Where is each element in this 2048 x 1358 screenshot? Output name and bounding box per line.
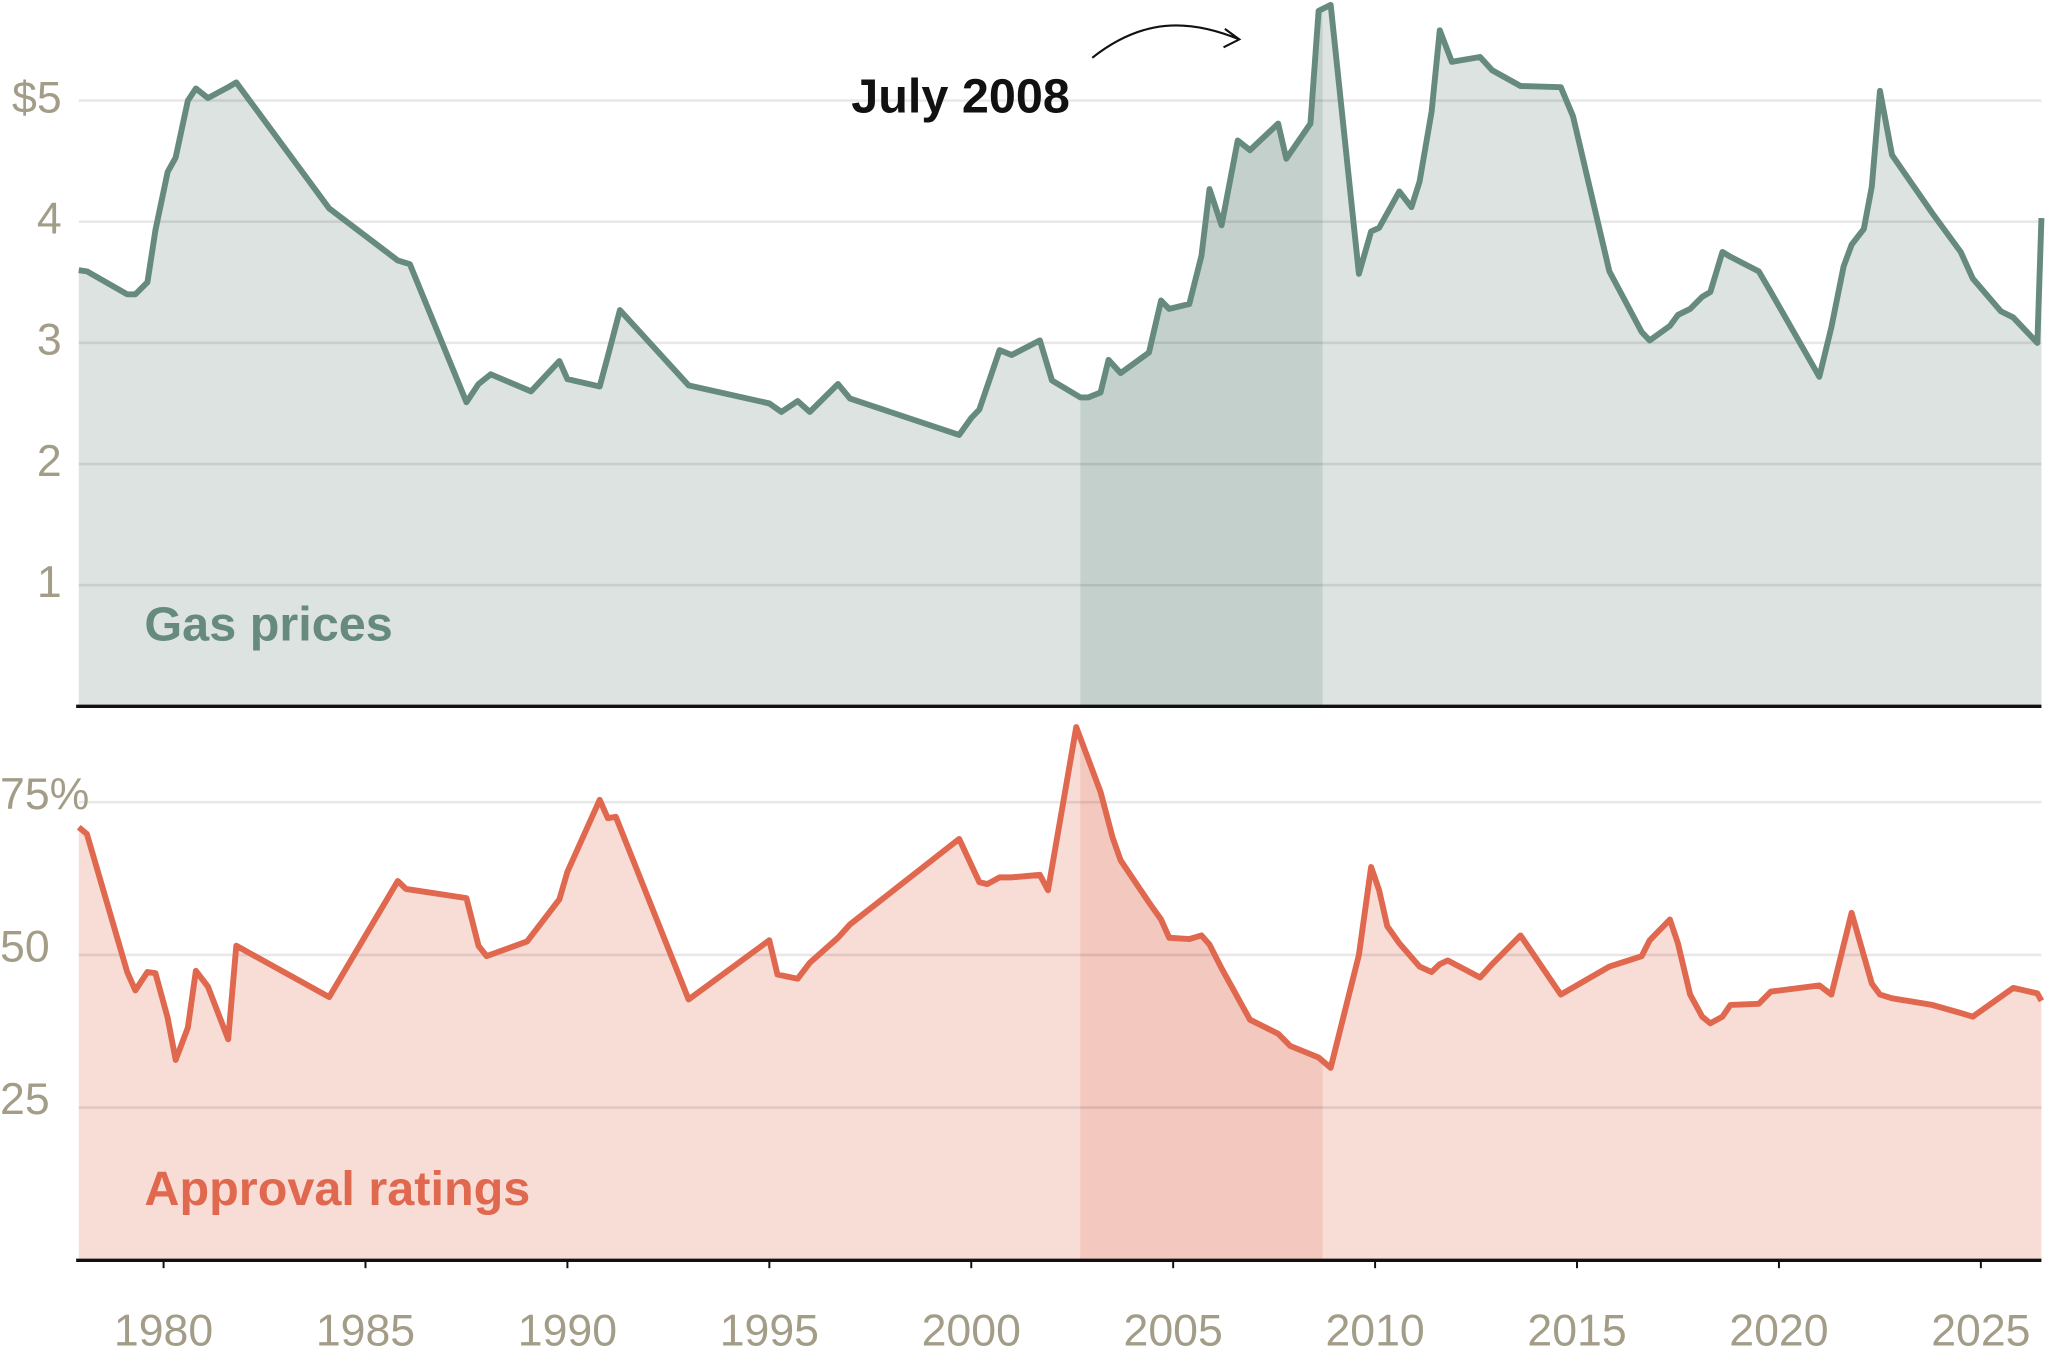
x-tick-label: 1980 <box>114 1307 213 1356</box>
highlight-band <box>1080 4 1323 707</box>
line <box>76 724 2045 1071</box>
y-tick-label: $5 <box>12 73 62 122</box>
x-tick-label: 1985 <box>316 1307 415 1356</box>
x-tick-label: 2025 <box>1931 1307 2030 1356</box>
y-tick-label: 25 <box>0 1075 50 1124</box>
annotation: July 2008 <box>851 70 1070 124</box>
line <box>78 1 2045 438</box>
x-tick-label: 2000 <box>922 1307 1021 1356</box>
x-tick-label: 2020 <box>1729 1307 1828 1356</box>
area <box>78 727 2042 1261</box>
y-tick-label: 50 <box>0 922 50 971</box>
annotation-arrow <box>1091 24 1242 59</box>
y-tick-label: 4 <box>37 195 62 244</box>
x-tick-label: 1990 <box>518 1307 617 1356</box>
series-label: Gas prices <box>144 597 392 651</box>
x-tick-label: 1995 <box>720 1307 819 1356</box>
y-tick-label: 1 <box>37 558 62 607</box>
series-label: Approval ratings <box>144 1162 530 1216</box>
y-tick-label: 75% <box>0 770 89 819</box>
area <box>78 4 2042 707</box>
x-tick-label: 2015 <box>1527 1307 1626 1356</box>
y-tick-label: 2 <box>37 437 62 486</box>
y-tick-label: 3 <box>37 316 62 365</box>
x-tick-label: 2005 <box>1124 1307 1223 1356</box>
x-tick-label: 2010 <box>1325 1307 1424 1356</box>
highlight-band <box>1080 727 1323 1261</box>
